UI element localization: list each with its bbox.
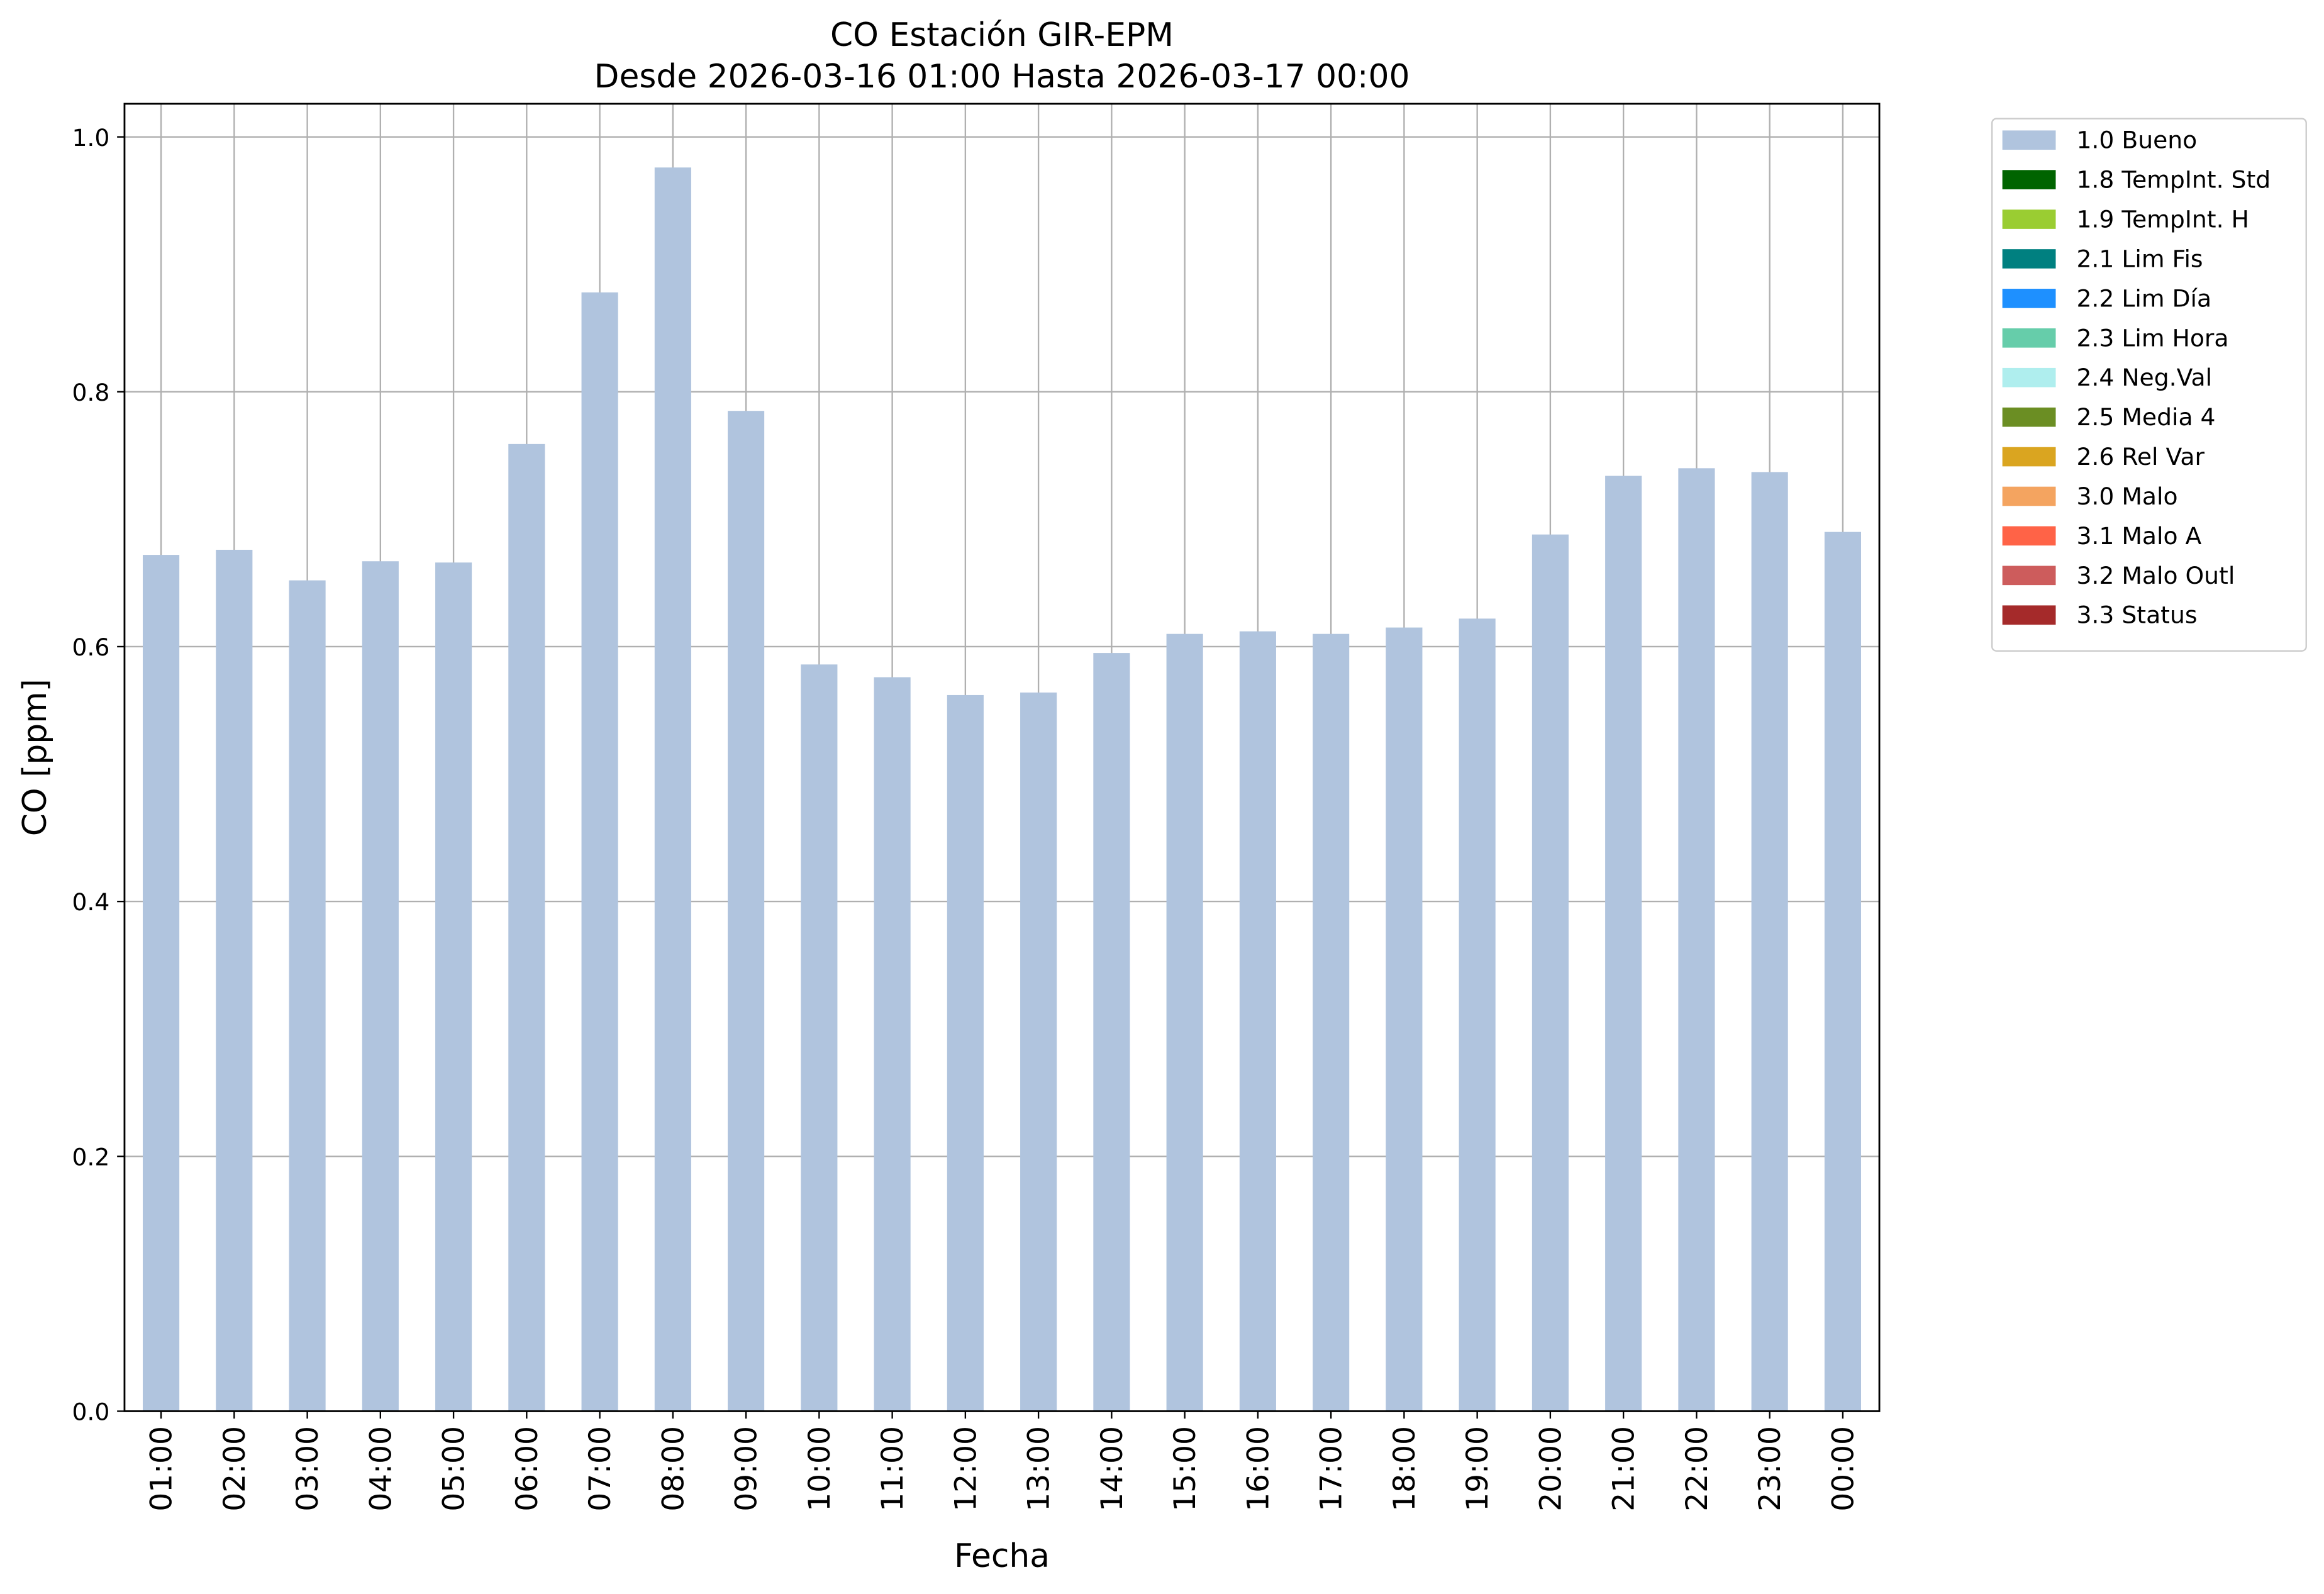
x-tick-label: 23:00 xyxy=(1753,1426,1787,1512)
bar xyxy=(801,664,838,1412)
x-tick-label: 04:00 xyxy=(364,1426,398,1512)
x-tick-label: 18:00 xyxy=(1387,1426,1422,1512)
legend-swatch xyxy=(2002,407,2056,427)
x-tick-label: 22:00 xyxy=(1680,1426,1715,1512)
legend-swatch xyxy=(2002,447,2056,467)
bar xyxy=(1678,468,1715,1412)
x-tick-label: 10:00 xyxy=(803,1426,837,1512)
bar xyxy=(1093,653,1130,1412)
x-tick-label: 07:00 xyxy=(583,1426,618,1512)
legend-label: 2.1 Lim Fis xyxy=(2076,245,2203,272)
y-tick-label: 0.8 xyxy=(72,379,109,406)
legend-swatch xyxy=(2002,328,2056,348)
bar xyxy=(654,167,691,1412)
legend-swatch xyxy=(2002,566,2056,586)
legend-label: 2.2 Lim Día xyxy=(2076,284,2211,312)
legend-label: 2.5 Media 4 xyxy=(2076,403,2215,431)
x-tick-label: 12:00 xyxy=(948,1426,983,1512)
y-tick-label: 1.0 xyxy=(72,124,109,152)
bar xyxy=(143,555,180,1412)
bar xyxy=(1824,532,1861,1412)
x-tick-label: 03:00 xyxy=(291,1426,325,1512)
legend-swatch xyxy=(2002,367,2056,387)
x-tick-label: 19:00 xyxy=(1460,1426,1495,1512)
bar xyxy=(581,292,618,1412)
bar xyxy=(1532,534,1569,1412)
legend-label: 3.3 Status xyxy=(2076,601,2197,629)
y-tick-label: 0.6 xyxy=(72,633,109,661)
bar xyxy=(1020,692,1057,1412)
legend-label: 3.1 Malo A xyxy=(2076,522,2201,550)
y-tick-label: 0.4 xyxy=(72,888,109,916)
legend-swatch xyxy=(2002,289,2056,308)
legend-swatch xyxy=(2002,170,2056,189)
x-tick-label: 01:00 xyxy=(145,1426,179,1512)
bar xyxy=(1605,476,1642,1412)
bar xyxy=(435,562,472,1412)
bar xyxy=(728,411,765,1412)
x-tick-label: 20:00 xyxy=(1533,1426,1568,1512)
bar xyxy=(874,677,911,1412)
x-tick-label: 06:00 xyxy=(510,1426,545,1512)
bar xyxy=(289,580,326,1412)
x-tick-label: 09:00 xyxy=(730,1426,764,1512)
chart-subtitle: Desde 2026-03-16 01:00 Hasta 2026-03-17 … xyxy=(594,58,1410,96)
x-tick-label: 14:00 xyxy=(1095,1426,1130,1512)
x-tick-label: 05:00 xyxy=(437,1426,472,1512)
x-tick-label: 17:00 xyxy=(1315,1426,1349,1512)
y-tick-label: 0.0 xyxy=(72,1398,109,1426)
x-tick-label: 11:00 xyxy=(876,1426,910,1512)
legend-swatch xyxy=(2002,209,2056,229)
legend-label: 1.0 Bueno xyxy=(2076,126,2197,154)
bar xyxy=(1459,618,1496,1412)
x-tick-label: 13:00 xyxy=(1022,1426,1057,1512)
plot-frame xyxy=(123,103,1881,1412)
bar xyxy=(1751,472,1788,1412)
bar xyxy=(1313,633,1350,1412)
y-axis-label: CO [ppm] xyxy=(16,679,54,836)
legend-swatch xyxy=(2002,526,2056,546)
legend-swatch xyxy=(2002,605,2056,625)
x-tick-label: 15:00 xyxy=(1168,1426,1203,1512)
legend-swatch xyxy=(2002,130,2056,150)
legend-label: 2.4 Neg.Val xyxy=(2076,364,2212,391)
y-tick-label: 0.2 xyxy=(72,1143,109,1171)
legend-box xyxy=(1991,118,2307,652)
x-tick-label: 02:00 xyxy=(218,1426,252,1512)
bar xyxy=(362,561,399,1412)
bar xyxy=(1166,633,1203,1412)
bar xyxy=(947,694,984,1412)
bar xyxy=(508,443,545,1412)
legend-label: 2.6 Rel Var xyxy=(2076,443,2204,471)
legend-label: 2.3 Lim Hora xyxy=(2076,324,2228,352)
x-tick-label: 00:00 xyxy=(1826,1426,1860,1512)
bar xyxy=(216,549,253,1412)
legend-swatch xyxy=(2002,486,2056,506)
legend-label: 3.0 Malo xyxy=(2076,482,2177,510)
bar xyxy=(1239,631,1276,1412)
legend-label: 1.9 TempInt. H xyxy=(2076,206,2249,233)
x-tick-label: 21:00 xyxy=(1607,1426,1642,1512)
x-tick-label: 08:00 xyxy=(656,1426,691,1512)
x-tick-label: 16:00 xyxy=(1241,1426,1276,1512)
legend-swatch xyxy=(2002,249,2056,269)
legend-label: 1.8 TempInt. Std xyxy=(2076,166,2271,194)
bar xyxy=(1386,627,1423,1412)
x-axis-label: Fecha xyxy=(954,1537,1050,1575)
chart-title: CO Estación GIR-EPM xyxy=(830,16,1174,54)
legend-label: 3.2 Malo Outl xyxy=(2076,562,2235,589)
